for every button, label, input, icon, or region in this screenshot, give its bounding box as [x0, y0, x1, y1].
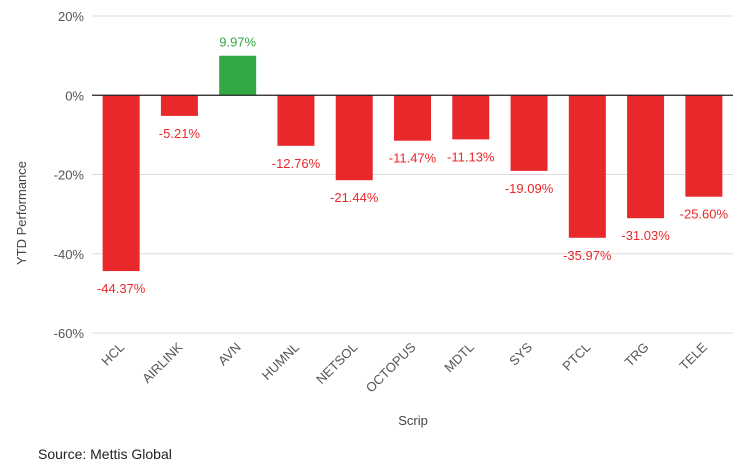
- x-tick-label: OCTOPUS: [363, 339, 419, 395]
- y-axis-title: YTD Performance: [14, 161, 29, 265]
- y-tick-label: 20%: [58, 9, 84, 24]
- data-label: -19.09%: [505, 181, 554, 196]
- bar-avn: [219, 55, 257, 96]
- y-axis-ticks: 20% 0% -20% -40% -60%: [54, 9, 85, 341]
- x-tick-label: PTCL: [559, 340, 593, 374]
- x-tick-label: AVN: [215, 340, 244, 369]
- x-axis-ticks: HCL AIRLINK AVN HUMNL NETSOL OCTOPUS MDTL SYS PT…: [98, 339, 710, 395]
- x-tick-label: TELE: [676, 339, 710, 373]
- data-label: -12.76%: [272, 156, 321, 171]
- x-tick-label: AIRLINK: [139, 339, 186, 386]
- bar-trg: [627, 95, 665, 219]
- data-label: -5.21%: [159, 126, 201, 141]
- bar-hcl: [102, 95, 140, 272]
- bar-sys: [510, 95, 548, 171]
- y-tick-label: -20%: [54, 168, 85, 183]
- data-label: -11.13%: [447, 149, 495, 164]
- source-note: Source: Mettis Global: [38, 446, 172, 462]
- data-label: -11.47%: [389, 151, 437, 166]
- bar-humnl: [277, 95, 315, 146]
- bar-tele: [685, 95, 723, 197]
- bars: [102, 55, 723, 272]
- x-tick-label: NETSOL: [313, 340, 360, 387]
- data-label: 9.97%: [219, 35, 256, 50]
- y-tick-label: -40%: [54, 247, 85, 262]
- x-axis-title: Scrip: [398, 413, 428, 428]
- x-tick-label: TRG: [622, 340, 652, 370]
- x-tick-label: MDTL: [441, 340, 477, 376]
- bar-octopus: [394, 95, 431, 141]
- y-tick-label: -60%: [54, 326, 85, 341]
- data-label: -44.37%: [97, 281, 146, 296]
- data-label: -35.97%: [563, 248, 612, 263]
- data-label: -21.44%: [330, 190, 379, 205]
- data-labels: -44.37%-5.21%9.97%-12.76%-21.44%-11.47% -…: [97, 35, 729, 296]
- data-label: -31.03%: [621, 228, 670, 243]
- x-tick-label: SYS: [506, 339, 535, 368]
- bar-netsol: [335, 95, 373, 181]
- y-tick-label: 0%: [65, 88, 84, 103]
- x-tick-label: HUMNL: [259, 340, 302, 383]
- bar-airlink: [160, 95, 198, 116]
- data-label: -25.60%: [680, 207, 729, 222]
- bar-ptcl: [568, 95, 606, 238]
- x-tick-label: HCL: [98, 340, 127, 369]
- bar-mdtl: [452, 95, 490, 140]
